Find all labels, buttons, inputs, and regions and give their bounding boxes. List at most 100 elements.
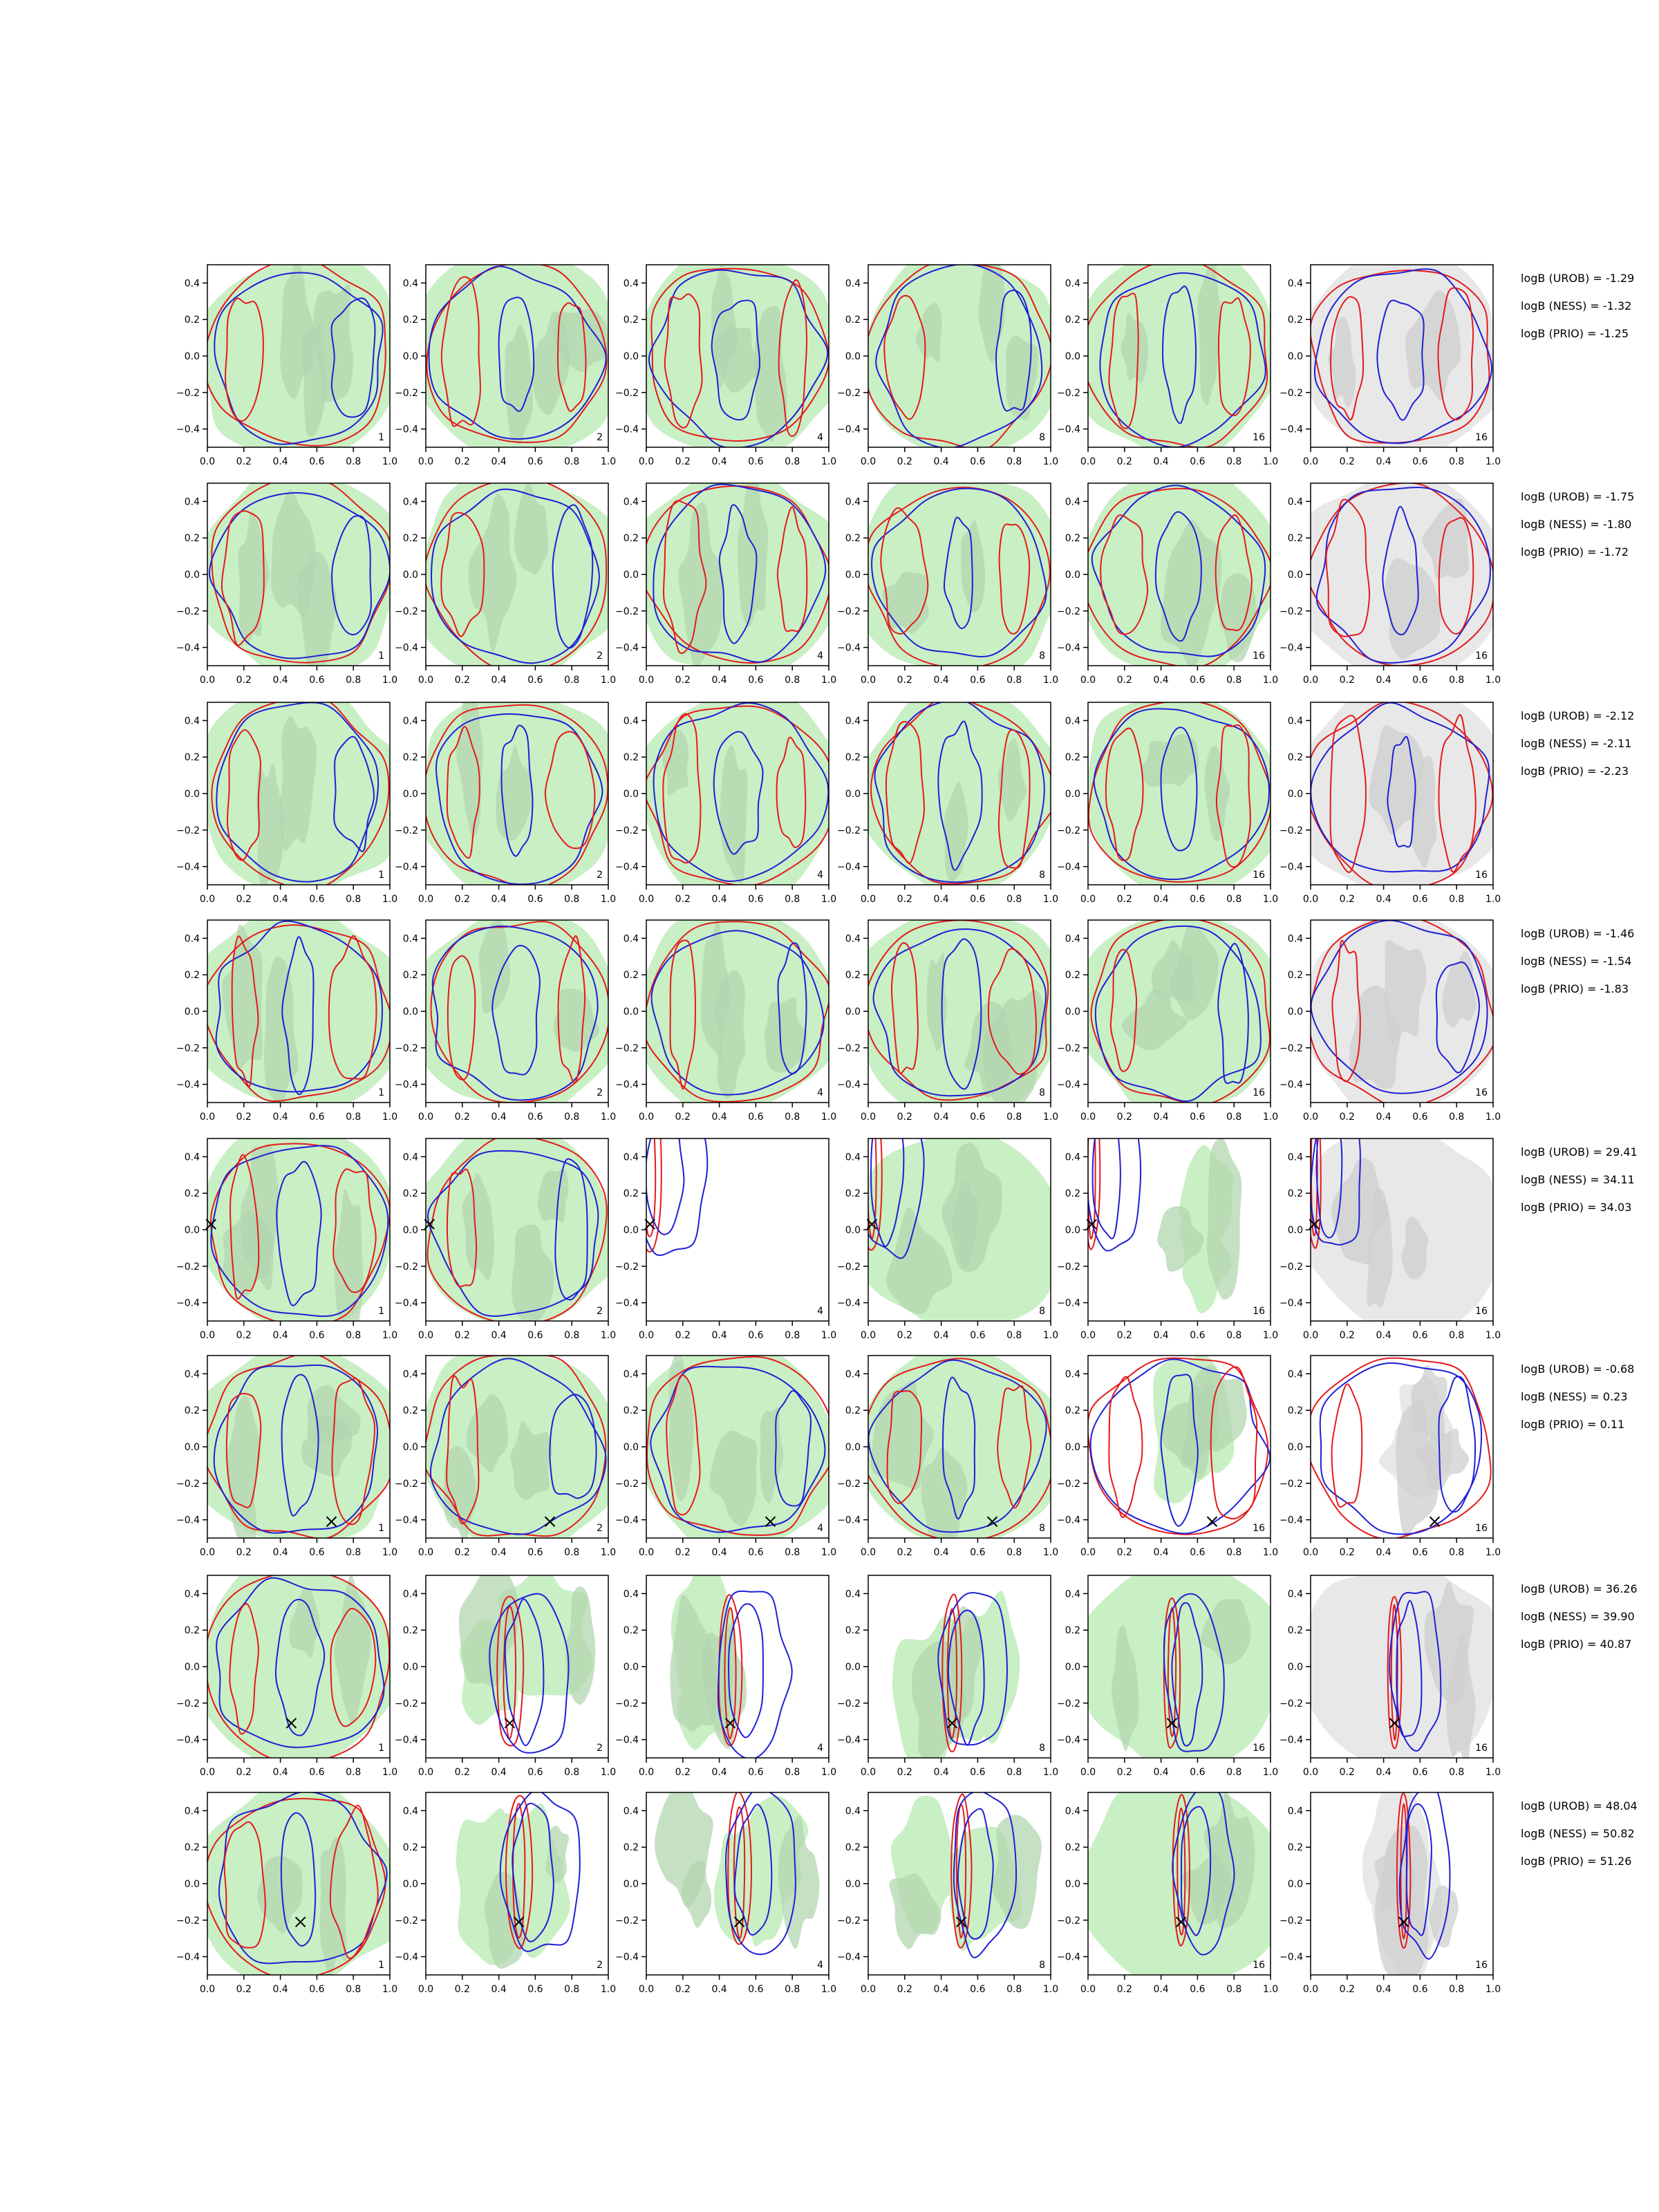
y-tick-label: 0.0	[845, 1879, 861, 1890]
y-tick-label: −0.4	[615, 1735, 639, 1746]
panel-label: 16	[1475, 650, 1488, 662]
x-tick-label: 0.8	[346, 456, 361, 467]
x-tick-label: 0.6	[748, 1767, 763, 1778]
red-contour	[1167, 1607, 1177, 1737]
y-tick-label: 0.4	[185, 933, 200, 944]
x-tick-label: 1.0	[1043, 675, 1058, 686]
y-tick-label: 0.0	[845, 789, 861, 800]
panel-r5-c4: 0.0 0.2 0.4 0.6 0.8 1.0 −0.4 −0.2 0.0 0.2 0.4 8	[837, 1138, 1058, 1341]
panel-label: 1	[378, 1523, 384, 1534]
x-tick-label: 0.0	[861, 1767, 876, 1778]
y-tick-label: −0.2	[1057, 825, 1080, 836]
logB-annotation-r3-2: logB (NESS) = -2.11	[1521, 737, 1632, 750]
x-tick-label: 0.4	[1153, 1984, 1168, 1995]
x-tick-label: 0.2	[236, 456, 252, 467]
red-contour	[440, 512, 485, 637]
x-tick-label: 0.2	[455, 1984, 470, 1995]
x-tick-label: 0.8	[1449, 1984, 1464, 1995]
x-tick-label: 0.4	[1153, 456, 1168, 467]
panel-r5-c5: 0.0 0.2 0.4 0.6 0.8 1.0 −0.4 −0.2 0.0 0.2 0.4 16	[1057, 1138, 1278, 1341]
panel-r1-c2: 0.0 0.2 0.4 0.6 0.8 1.0 −0.4 −0.2 0.0 0.2 0.4 2	[395, 264, 616, 467]
blue-contour	[1387, 735, 1416, 848]
y-tick-label: 0.4	[185, 1806, 200, 1817]
y-tick-label: −0.2	[1280, 606, 1303, 617]
y-tick-label: 0.0	[1065, 1662, 1080, 1673]
density-fill	[1311, 1138, 1493, 1321]
red-contour	[1331, 939, 1361, 1082]
x-tick-label: 0.6	[309, 1767, 324, 1778]
y-tick-label: 0.2	[845, 970, 861, 981]
density-fill-core	[1121, 312, 1148, 384]
x-tick-label: 0.8	[1449, 1547, 1464, 1558]
y-tick-label: 0.0	[1065, 1225, 1080, 1236]
red-contour	[646, 485, 829, 664]
y-tick-label: −0.4	[1057, 1515, 1080, 1526]
x-tick-label: 0.6	[1412, 1330, 1427, 1341]
blue-contour	[512, 1803, 554, 1942]
red-contour	[503, 1605, 517, 1740]
y-tick-label: −0.2	[395, 1915, 418, 1927]
x-tick-label: 0.2	[1117, 1330, 1132, 1341]
x-tick-label: 0.8	[1006, 1767, 1022, 1778]
x-tick-label: 0.8	[1449, 456, 1464, 467]
density-fill-core	[778, 1815, 820, 1949]
density-fill-core	[1428, 1885, 1459, 1948]
y-tick-label: 0.4	[845, 1369, 861, 1380]
y-tick-label: 0.2	[624, 533, 639, 544]
y-tick-label: 0.4	[1065, 278, 1080, 289]
blue-contour	[713, 731, 764, 855]
blue-contour	[650, 1365, 826, 1533]
blue-contour	[330, 297, 376, 418]
blue-contour	[215, 920, 383, 1093]
x-tick-label: 0.6	[309, 456, 324, 467]
red-contour	[210, 1143, 390, 1321]
x-tick-label: 0.2	[897, 1112, 912, 1123]
blue-contour	[868, 1138, 925, 1259]
x-tick-label: 0.4	[272, 1767, 288, 1778]
x-tick-label: 0.0	[200, 894, 215, 905]
x-tick-label: 0.4	[933, 1767, 948, 1778]
y-tick-label: 0.4	[845, 715, 861, 727]
y-tick-label: 0.4	[845, 1806, 861, 1817]
x-tick-label: 0.8	[1449, 1112, 1464, 1123]
red-contour	[724, 1606, 737, 1740]
y-tick-label: 0.2	[1065, 1188, 1080, 1199]
red-contour	[1088, 702, 1271, 883]
red-contour	[997, 729, 1031, 869]
y-tick-label: −0.4	[837, 1298, 861, 1309]
x-tick-label: 0.4	[1153, 1112, 1168, 1123]
blue-contour	[280, 1812, 317, 1947]
red-contour	[226, 729, 261, 861]
blue-contour	[653, 702, 829, 882]
x-tick-label: 0.2	[236, 675, 252, 686]
y-tick-label: 0.0	[1288, 1006, 1303, 1018]
panel-label: 8	[1039, 1743, 1045, 1754]
x-tick-label: 0.8	[785, 1547, 800, 1558]
x-tick-label: 1.0	[1043, 1547, 1058, 1558]
x-tick-label: 0.0	[639, 894, 654, 905]
x-tick-label: 1.0	[382, 1767, 397, 1778]
y-tick-label: −0.2	[395, 388, 418, 399]
red-contour	[669, 939, 696, 1090]
y-tick-label: −0.2	[176, 1915, 200, 1927]
red-contour	[446, 1168, 478, 1288]
panel-r6-c4: 0.0 0.2 0.4 0.6 0.8 1.0 −0.4 −0.2 0.0 0.2 0.4 8	[837, 1355, 1058, 1558]
x-tick-label: 0.6	[1190, 1112, 1205, 1123]
x-tick-label: 0.4	[933, 456, 948, 467]
x-tick-label: 0.6	[748, 1984, 763, 1995]
y-tick-label: 0.0	[1065, 789, 1080, 800]
x-tick-label: 0.4	[272, 1112, 288, 1123]
density-fill-core	[1203, 1792, 1255, 1929]
panel-label: 16	[1253, 870, 1265, 881]
y-tick-label: −0.2	[615, 1479, 639, 1490]
x-tick-label: 0.4	[1376, 1984, 1391, 1995]
x-tick-label: 0.0	[1303, 456, 1318, 467]
y-tick-label: 0.4	[1065, 715, 1080, 727]
blue-contour	[1172, 1792, 1235, 1956]
y-tick-label: 0.0	[1288, 570, 1303, 581]
y-tick-label: 0.2	[1065, 752, 1080, 763]
panel-r3-c3: 0.0 0.2 0.4 0.6 0.8 1.0 −0.4 −0.2 0.0 0.2 0.4 4	[615, 702, 836, 905]
panel-label: 1	[378, 650, 384, 662]
panel-r3-c6: 0.0 0.2 0.4 0.6 0.8 1.0 −0.4 −0.2 0.0 0.2 0.4 16	[1280, 702, 1501, 905]
